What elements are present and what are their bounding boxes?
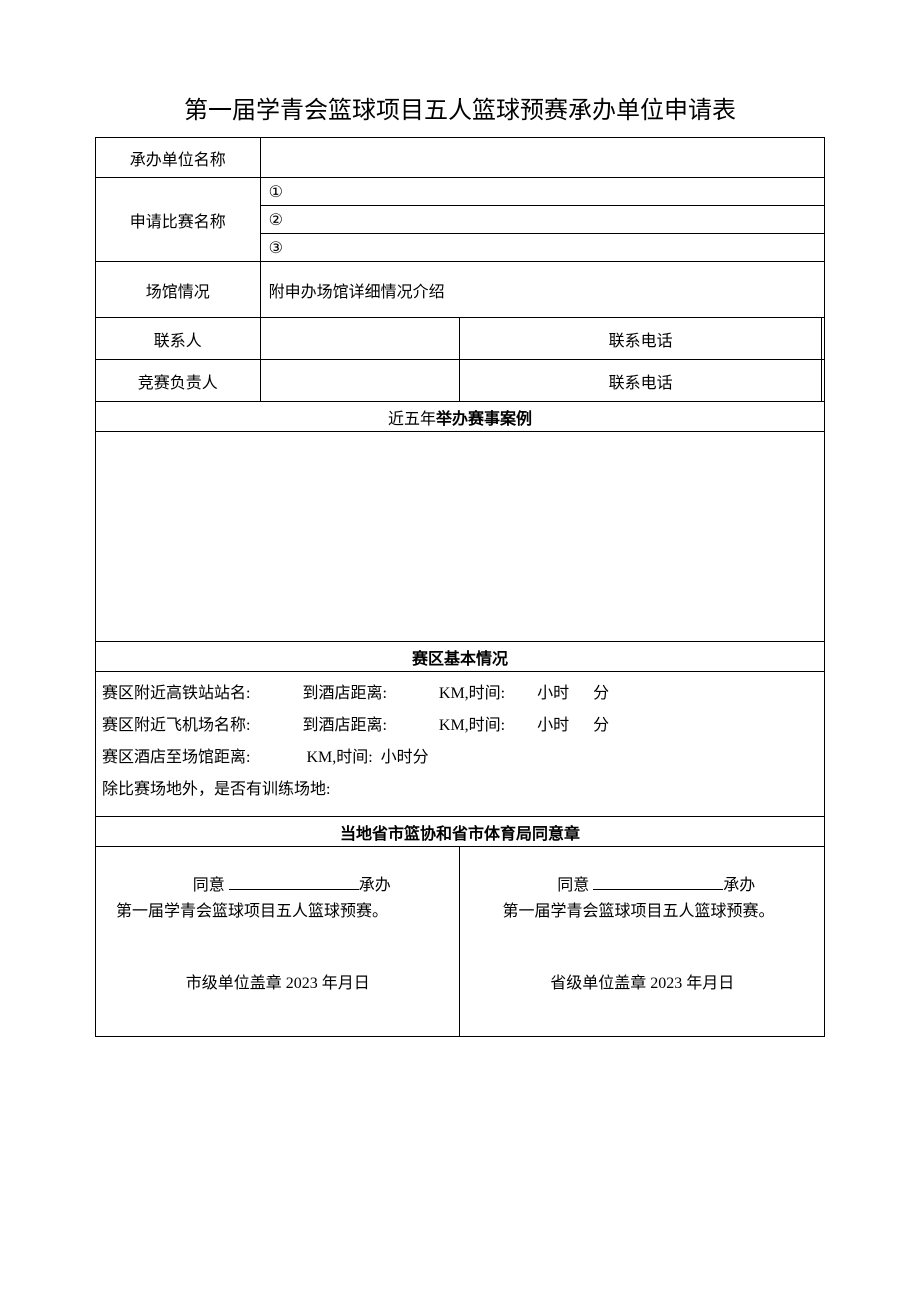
zone-info: 赛区附近高铁站站名: 到酒店距离: KM,时间: 小时 分 赛区附近飞机场名称:… bbox=[96, 672, 825, 817]
suffix-text: 承办 bbox=[723, 877, 755, 894]
agree-text: 同意 bbox=[557, 877, 589, 894]
cases-content-row bbox=[96, 432, 825, 642]
zone-line-4: 除比赛场地外，是否有训练场地: bbox=[102, 774, 818, 806]
cases-content[interactable] bbox=[96, 432, 825, 642]
zone-line-2: 赛区附近飞机场名称: 到酒店距离: KM,时间: 小时 分 bbox=[102, 710, 818, 742]
blank-underline[interactable] bbox=[229, 874, 359, 890]
province-approval-cell: 同意 承办 第一届学青会篮球项目五人篮球预赛。 省级单位盖章 2023 年月日 bbox=[460, 847, 825, 1037]
prov-agree-line: 同意 承办 bbox=[480, 871, 804, 895]
competition-option-3[interactable]: ③ bbox=[260, 234, 824, 262]
competition-option-1[interactable]: ① bbox=[260, 178, 824, 206]
venue-label: 场馆情况 bbox=[96, 262, 261, 318]
competition-name-row-1: 申请比赛名称 ① bbox=[96, 178, 825, 206]
org-name-value[interactable] bbox=[260, 138, 824, 178]
manager-row: 竞赛负责人 联系电话 bbox=[96, 360, 825, 402]
approval-header-row: 当地省市篮协和省市体育局同意章 bbox=[96, 817, 825, 847]
agree-text: 同意 bbox=[193, 877, 225, 894]
zone-header-row: 赛区基本情况 bbox=[96, 642, 825, 672]
org-name-row: 承办单位名称 bbox=[96, 138, 825, 178]
city-agree-line: 同意 承办 bbox=[116, 871, 439, 895]
zone-info-row: 赛区附近高铁站站名: 到酒店距离: KM,时间: 小时 分 赛区附近飞机场名称:… bbox=[96, 672, 825, 817]
zone-line-1: 赛区附近高铁站站名: 到酒店距离: KM,时间: 小时 分 bbox=[102, 678, 818, 710]
venue-desc: 附申办场馆详细情况介绍 bbox=[260, 262, 824, 318]
prov-stamp-line: 省级单位盖章 2023 年月日 bbox=[480, 969, 804, 993]
application-form-table: 承办单位名称 申请比赛名称 ① ② ③ 场馆情况 附申办场馆详细情况介绍 联系人… bbox=[95, 137, 825, 1037]
contact-phone-value[interactable] bbox=[821, 318, 824, 360]
competition-name-label: 申请比赛名称 bbox=[96, 178, 261, 262]
page-title: 第一届学青会篮球项目五人篮球预赛承办单位申请表 bbox=[95, 90, 825, 125]
manager-phone-value[interactable] bbox=[821, 360, 824, 402]
zone-header: 赛区基本情况 bbox=[96, 642, 825, 672]
cases-header-row: 近五年举办赛事案例 bbox=[96, 402, 825, 432]
org-name-label: 承办单位名称 bbox=[96, 138, 261, 178]
blank-underline[interactable] bbox=[593, 874, 723, 890]
city-approval-cell: 同意 承办 第一届学青会篮球项目五人篮球预赛。 市级单位盖章 2023 年月日 bbox=[96, 847, 460, 1037]
prov-body-line: 第一届学青会篮球项目五人篮球预赛。 bbox=[480, 897, 804, 921]
city-stamp-line: 市级单位盖章 2023 年月日 bbox=[116, 969, 439, 993]
manager-phone-label: 联系电话 bbox=[460, 360, 821, 402]
manager-value[interactable] bbox=[260, 360, 460, 402]
manager-label: 竞赛负责人 bbox=[96, 360, 261, 402]
cases-prefix: 近五年 bbox=[388, 411, 436, 428]
contact-value[interactable] bbox=[260, 318, 460, 360]
venue-row: 场馆情况 附申办场馆详细情况介绍 bbox=[96, 262, 825, 318]
zone-line-3: 赛区酒店至场馆距离: KM,时间: 小时分 bbox=[102, 742, 818, 774]
cases-header: 近五年举办赛事案例 bbox=[96, 402, 825, 432]
suffix-text: 承办 bbox=[359, 877, 391, 894]
contact-phone-label: 联系电话 bbox=[460, 318, 821, 360]
contact-row: 联系人 联系电话 bbox=[96, 318, 825, 360]
approval-header: 当地省市篮协和省市体育局同意章 bbox=[96, 817, 825, 847]
approval-content-row: 同意 承办 第一届学青会篮球项目五人篮球预赛。 市级单位盖章 2023 年月日 … bbox=[96, 847, 825, 1037]
city-body-line: 第一届学青会篮球项目五人篮球预赛。 bbox=[116, 897, 439, 921]
competition-option-2[interactable]: ② bbox=[260, 206, 824, 234]
cases-bold: 举办赛事案例 bbox=[436, 411, 532, 428]
contact-label: 联系人 bbox=[96, 318, 261, 360]
